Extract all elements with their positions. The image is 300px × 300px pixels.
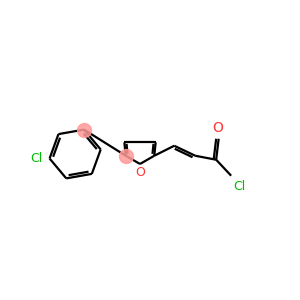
Text: Cl: Cl	[30, 152, 42, 165]
Text: O: O	[212, 121, 223, 135]
Text: Cl: Cl	[234, 180, 246, 193]
Text: O: O	[135, 167, 145, 179]
